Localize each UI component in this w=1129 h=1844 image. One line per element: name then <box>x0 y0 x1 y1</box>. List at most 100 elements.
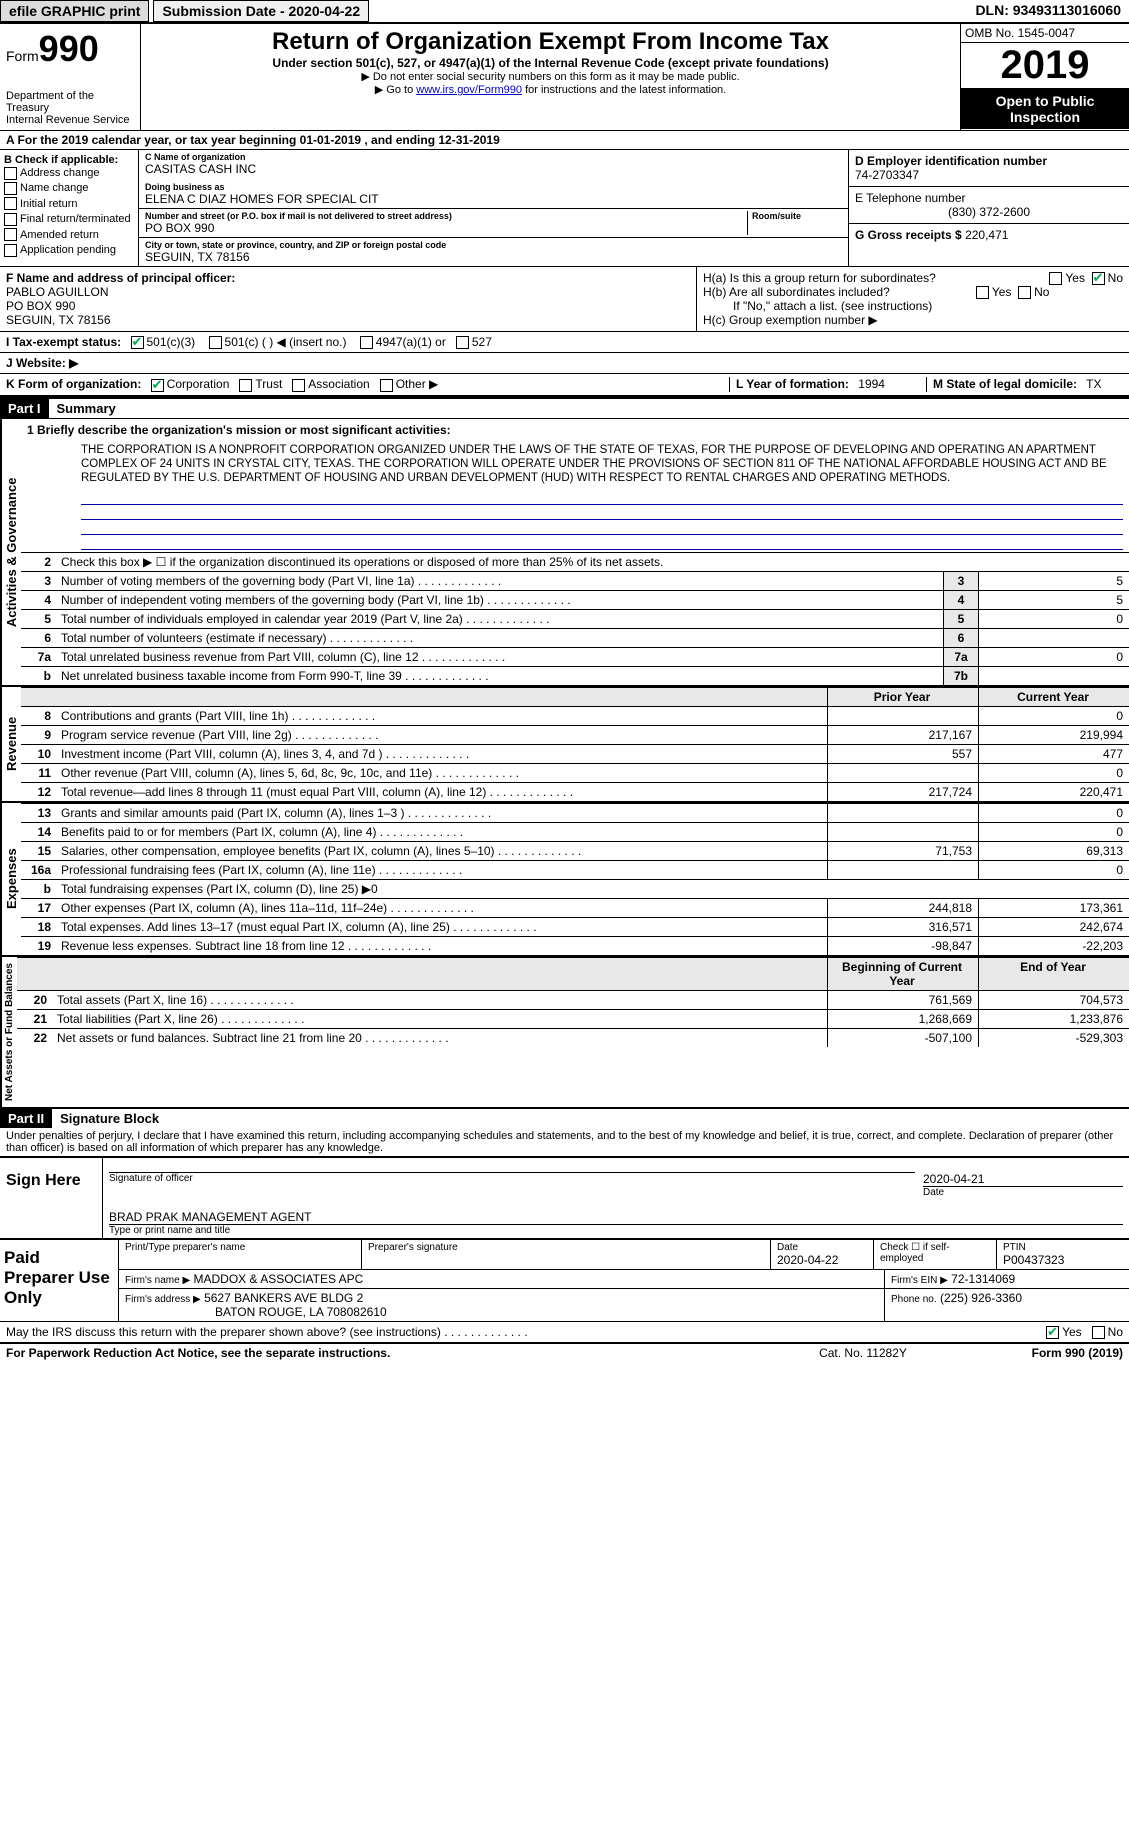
gov-line-6: Total number of volunteers (estimate if … <box>57 628 944 647</box>
cb-corporation[interactable] <box>151 379 164 392</box>
prep-ptin-label: PTIN <box>1003 1242 1123 1253</box>
e-label: E Telephone number <box>855 191 1123 205</box>
c-name-label: C Name of organization <box>145 152 842 162</box>
omb-number: OMB No. 1545-0047 <box>961 24 1129 43</box>
firm-addr1: 5627 BANKERS AVE BLDG 2 <box>204 1291 363 1305</box>
cb-amended-return[interactable]: Amended return <box>4 228 134 243</box>
table-row: 11Other revenue (Part VIII, column (A), … <box>21 763 1129 782</box>
firm-phone: (225) 926-3360 <box>940 1291 1022 1305</box>
h-b-note: If "No," attach a list. (see instruction… <box>703 299 1123 313</box>
form-subtitle-2: Do not enter social security numbers on … <box>147 70 954 83</box>
row-i: I Tax-exempt status: 501(c)(3) 501(c) ( … <box>0 331 1129 352</box>
table-row: 15Salaries, other compensation, employee… <box>21 841 1129 860</box>
perjury-statement: Under penalties of perjury, I declare th… <box>0 1128 1129 1156</box>
table-row: 9Program service revenue (Part VIII, lin… <box>21 725 1129 744</box>
section-deg: D Employer identification number 74-2703… <box>848 150 1129 266</box>
prep-date-value: 2020-04-22 <box>777 1253 867 1267</box>
table-row: 12Total revenue—add lines 8 through 11 (… <box>21 782 1129 801</box>
row-klm: K Form of organization: Corporation Trus… <box>0 373 1129 396</box>
revenue-block: Revenue Prior YearCurrent Year 8Contribu… <box>0 685 1129 801</box>
cb-527[interactable] <box>456 336 469 349</box>
cb-name-change[interactable]: Name change <box>4 181 134 196</box>
governance-block: Activities & Governance 1 Briefly descri… <box>0 418 1129 685</box>
cb-trust[interactable] <box>239 379 252 392</box>
vtab-revenue: Revenue <box>0 687 21 801</box>
cb-discuss-yes[interactable] <box>1046 1326 1059 1339</box>
revenue-table: Prior YearCurrent Year 8Contributions an… <box>21 687 1129 801</box>
m-value: TX <box>1086 377 1101 391</box>
net-assets-table: Beginning of Current YearEnd of Year 20T… <box>17 957 1129 1047</box>
c-dba-value: ELENA C DIAZ HOMES FOR SPECIAL CIT <box>145 192 842 206</box>
open-to-public: Open to Public Inspection <box>961 89 1129 129</box>
c-city-label: City or town, state or province, country… <box>145 240 842 250</box>
f-addr1: PO BOX 990 <box>6 299 690 313</box>
cb-discuss-no[interactable] <box>1092 1326 1105 1339</box>
table-row: 16aProfessional fundraising fees (Part I… <box>21 860 1129 879</box>
top-toolbar: efile GRAPHIC print Submission Date - 20… <box>0 0 1129 22</box>
footer-cat: Cat. No. 11282Y <box>783 1346 943 1360</box>
row-j: J Website: ▶ <box>0 352 1129 373</box>
c-addr-value: PO BOX 990 <box>145 221 747 235</box>
page-footer: For Paperwork Reduction Act Notice, see … <box>0 1342 1129 1362</box>
prep-name-label: Print/Type preparer's name <box>125 1242 355 1253</box>
sig-date-value: 2020-04-21 <box>923 1172 1123 1186</box>
dept-label: Department of the Treasury Internal Reve… <box>6 90 134 126</box>
c-dba-label: Doing business as <box>145 182 842 192</box>
efile-print-button[interactable]: efile GRAPHIC print <box>0 0 149 22</box>
firm-name: MADDOX & ASSOCIATES APC <box>194 1272 364 1286</box>
dln-label: DLN: 93493113016060 <box>967 0 1129 22</box>
vtab-governance: Activities & Governance <box>0 419 21 685</box>
form-link-row: ▶ Go to www.irs.gov/Form990 for instruct… <box>147 83 954 96</box>
sig-officer-label: Signature of officer <box>109 1173 915 1184</box>
footer-form: Form 990 (2019) <box>943 1346 1123 1360</box>
paid-preparer-block: Paid Preparer Use Only Print/Type prepar… <box>0 1238 1129 1321</box>
discuss-question: May the IRS discuss this return with the… <box>6 1325 963 1339</box>
cb-association[interactable] <box>292 379 305 392</box>
instructions-link[interactable]: www.irs.gov/Form990 <box>416 84 522 96</box>
cb-application-pending[interactable]: Application pending <box>4 243 134 258</box>
cb-address-change[interactable]: Address change <box>4 166 134 181</box>
table-row: 18Total expenses. Add lines 13–17 (must … <box>21 917 1129 936</box>
d-value: 74-2703347 <box>855 168 1123 182</box>
cb-other[interactable] <box>380 379 393 392</box>
h-a: H(a) Is this a group return for subordin… <box>703 271 1123 285</box>
section-c: C Name of organization CASITAS CASH INC … <box>139 150 848 266</box>
h-c: H(c) Group exemption number ▶ <box>703 313 1123 327</box>
table-row: 13Grants and similar amounts paid (Part … <box>21 803 1129 822</box>
table-row: 8Contributions and grants (Part VIII, li… <box>21 706 1129 725</box>
discuss-row: May the IRS discuss this return with the… <box>0 1321 1129 1342</box>
e-value: (830) 372-2600 <box>855 205 1123 219</box>
gov-line-7a: Total unrelated business revenue from Pa… <box>57 647 944 666</box>
c-name-value: CASITAS CASH INC <box>145 162 842 176</box>
cb-final-return[interactable]: Final return/terminated <box>4 212 134 227</box>
b-heading: B Check if applicable: <box>4 154 134 166</box>
cb-501c[interactable] <box>209 336 222 349</box>
d-label: D Employer identification number <box>855 154 1123 168</box>
vtab-expenses: Expenses <box>0 803 21 955</box>
sig-date-label: Date <box>923 1186 1123 1198</box>
f-name: PABLO AGUILLON <box>6 285 690 299</box>
table-row: 19Revenue less expenses. Subtract line 1… <box>21 936 1129 955</box>
form-subtitle-1: Under section 501(c), 527, or 4947(a)(1)… <box>147 56 954 70</box>
expenses-block: Expenses 13Grants and similar amounts pa… <box>0 801 1129 955</box>
part-1-header: Part I Summary <box>0 397 1129 418</box>
section-b-checkboxes: B Check if applicable: Address change Na… <box>0 150 139 266</box>
gov-line-2: Check this box ▶ ☐ if the organization d… <box>57 552 1129 571</box>
table-row: 10Investment income (Part VIII, column (… <box>21 744 1129 763</box>
f-label: F Name and address of principal officer: <box>6 271 690 285</box>
h-b: H(b) Are all subordinates included? Yes … <box>703 285 1123 299</box>
prep-self-employed[interactable]: Check ☐ if self-employed <box>880 1242 990 1264</box>
tax-year: 2019 <box>961 43 1129 89</box>
submission-date-label: Submission Date - 2020-04-22 <box>153 0 369 22</box>
c-addr-label: Number and street (or P.O. box if mail i… <box>145 211 747 221</box>
cb-initial-return[interactable]: Initial return <box>4 197 134 212</box>
g-value: 220,471 <box>965 228 1008 242</box>
f-addr2: SEGUIN, TX 78156 <box>6 313 690 327</box>
cb-501c3[interactable] <box>131 336 144 349</box>
firm-addr2: BATON ROUGE, LA 708082610 <box>125 1305 878 1319</box>
c-room-label: Room/suite <box>752 211 842 221</box>
cb-4947[interactable] <box>360 336 373 349</box>
section-bcdeg: B Check if applicable: Address change Na… <box>0 149 1129 266</box>
prep-sig-label: Preparer's signature <box>368 1242 764 1253</box>
gov-line-4: Number of independent voting members of … <box>57 590 944 609</box>
